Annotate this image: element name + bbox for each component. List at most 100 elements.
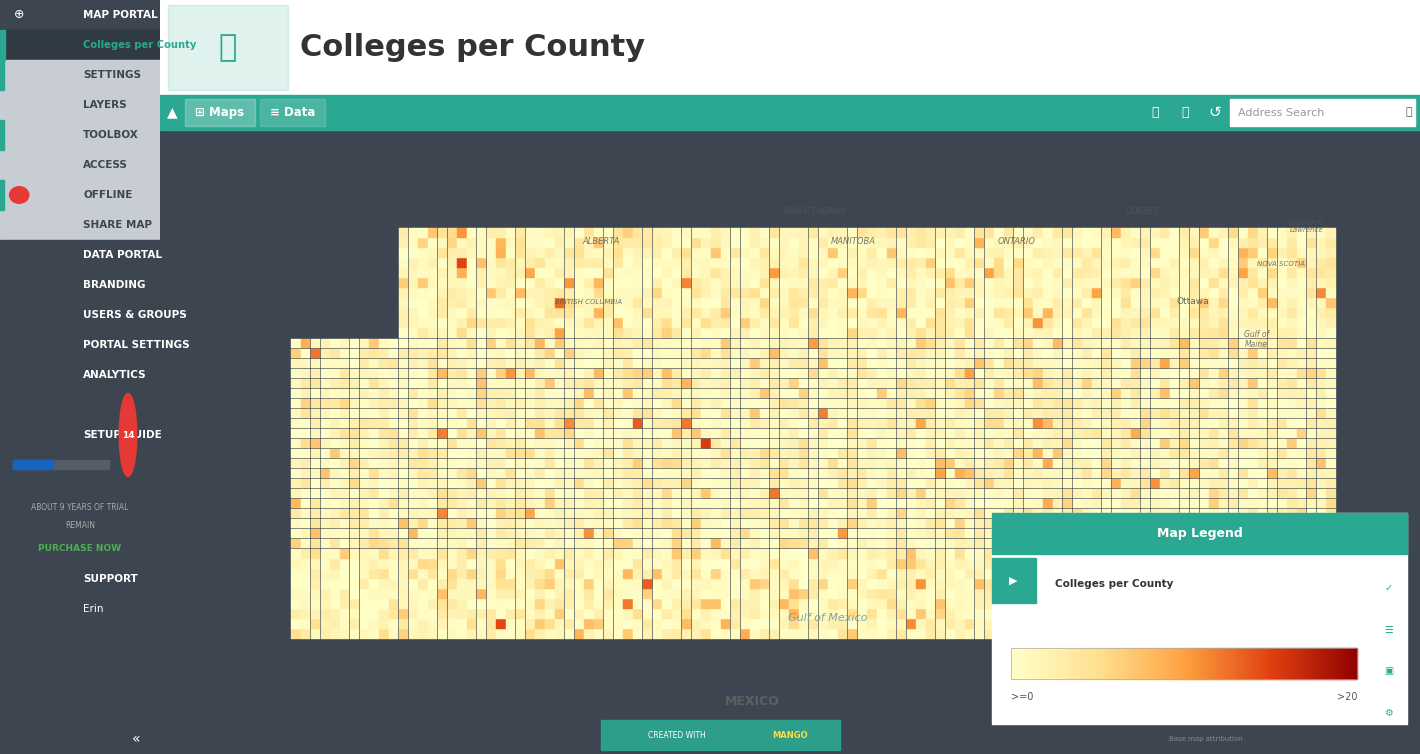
Bar bbox=[858, 619, 868, 629]
Bar bbox=[565, 288, 574, 298]
Bar bbox=[976, 439, 984, 448]
Bar bbox=[1216, 648, 1218, 679]
Bar bbox=[1062, 569, 1072, 578]
Bar bbox=[311, 458, 320, 468]
Text: SETUP-GUIDE: SETUP-GUIDE bbox=[84, 430, 162, 440]
Bar bbox=[1150, 339, 1160, 348]
Bar bbox=[1288, 579, 1296, 589]
Bar bbox=[770, 458, 780, 468]
Bar bbox=[1316, 619, 1326, 629]
Bar bbox=[555, 589, 564, 599]
Bar bbox=[311, 589, 320, 599]
Bar bbox=[1200, 509, 1208, 519]
Bar bbox=[760, 569, 770, 578]
Bar bbox=[731, 359, 740, 368]
Bar bbox=[1200, 489, 1208, 498]
Bar bbox=[419, 519, 427, 529]
Bar bbox=[878, 559, 886, 569]
Bar bbox=[457, 318, 467, 328]
Bar bbox=[1024, 439, 1032, 448]
Bar bbox=[497, 379, 506, 388]
Bar bbox=[497, 248, 506, 258]
Bar bbox=[897, 589, 906, 599]
Bar bbox=[770, 278, 780, 288]
Bar bbox=[341, 549, 349, 559]
Bar bbox=[409, 228, 417, 238]
Bar bbox=[1238, 439, 1248, 448]
Bar bbox=[790, 509, 798, 519]
Bar bbox=[1082, 559, 1092, 569]
Bar bbox=[419, 278, 427, 288]
Bar bbox=[409, 348, 417, 358]
Bar bbox=[1210, 559, 1218, 569]
Bar bbox=[682, 549, 692, 559]
Bar bbox=[780, 569, 790, 578]
Bar bbox=[790, 288, 798, 298]
Bar bbox=[427, 359, 437, 368]
Bar bbox=[1288, 439, 1296, 448]
Bar bbox=[437, 409, 447, 418]
Bar bbox=[790, 489, 798, 498]
Bar bbox=[1062, 339, 1072, 348]
Bar bbox=[897, 259, 906, 268]
Bar bbox=[565, 539, 574, 548]
Bar bbox=[1102, 369, 1110, 378]
Bar bbox=[301, 609, 311, 618]
Bar bbox=[848, 278, 858, 288]
Bar bbox=[994, 318, 1004, 328]
Bar bbox=[721, 589, 730, 599]
Bar bbox=[379, 589, 389, 599]
Bar bbox=[1268, 609, 1277, 618]
Bar bbox=[497, 318, 506, 328]
Bar bbox=[545, 379, 555, 388]
Bar bbox=[419, 559, 427, 569]
Bar bbox=[956, 228, 964, 238]
Bar bbox=[1170, 489, 1180, 498]
Bar bbox=[984, 359, 994, 368]
Bar bbox=[311, 629, 320, 639]
Bar bbox=[1170, 388, 1180, 398]
Bar bbox=[897, 519, 906, 529]
Bar bbox=[584, 559, 594, 569]
Bar bbox=[535, 559, 545, 569]
Bar bbox=[565, 429, 574, 438]
Bar bbox=[819, 499, 828, 508]
Bar bbox=[643, 388, 652, 398]
Bar bbox=[897, 469, 906, 478]
Bar bbox=[838, 268, 848, 278]
Bar bbox=[1014, 418, 1024, 428]
Bar bbox=[409, 509, 417, 519]
Bar bbox=[750, 359, 760, 368]
Bar bbox=[809, 579, 818, 589]
Bar bbox=[926, 569, 936, 578]
Bar bbox=[1170, 299, 1180, 308]
Bar bbox=[858, 629, 868, 639]
Bar bbox=[976, 409, 984, 418]
Bar bbox=[916, 329, 926, 338]
Bar bbox=[672, 329, 682, 338]
Bar bbox=[662, 288, 672, 298]
Bar bbox=[1024, 579, 1032, 589]
Bar bbox=[1034, 619, 1042, 629]
Text: 🖥: 🖥 bbox=[219, 33, 237, 62]
Bar bbox=[1190, 268, 1198, 278]
Bar bbox=[321, 619, 329, 629]
Bar bbox=[633, 339, 642, 348]
Bar bbox=[750, 418, 760, 428]
Bar bbox=[1102, 409, 1110, 418]
Bar bbox=[565, 418, 574, 428]
Bar bbox=[770, 268, 780, 278]
Bar bbox=[349, 388, 359, 398]
Bar bbox=[1238, 339, 1248, 348]
Bar bbox=[1316, 559, 1326, 569]
Bar bbox=[897, 379, 906, 388]
Bar bbox=[1014, 288, 1024, 298]
Bar bbox=[1258, 619, 1268, 629]
Bar bbox=[858, 539, 868, 548]
Bar bbox=[1160, 569, 1170, 578]
Bar bbox=[1054, 529, 1062, 538]
Bar bbox=[1112, 529, 1120, 538]
Bar bbox=[760, 359, 770, 368]
Bar bbox=[1306, 529, 1316, 538]
Bar bbox=[711, 429, 720, 438]
